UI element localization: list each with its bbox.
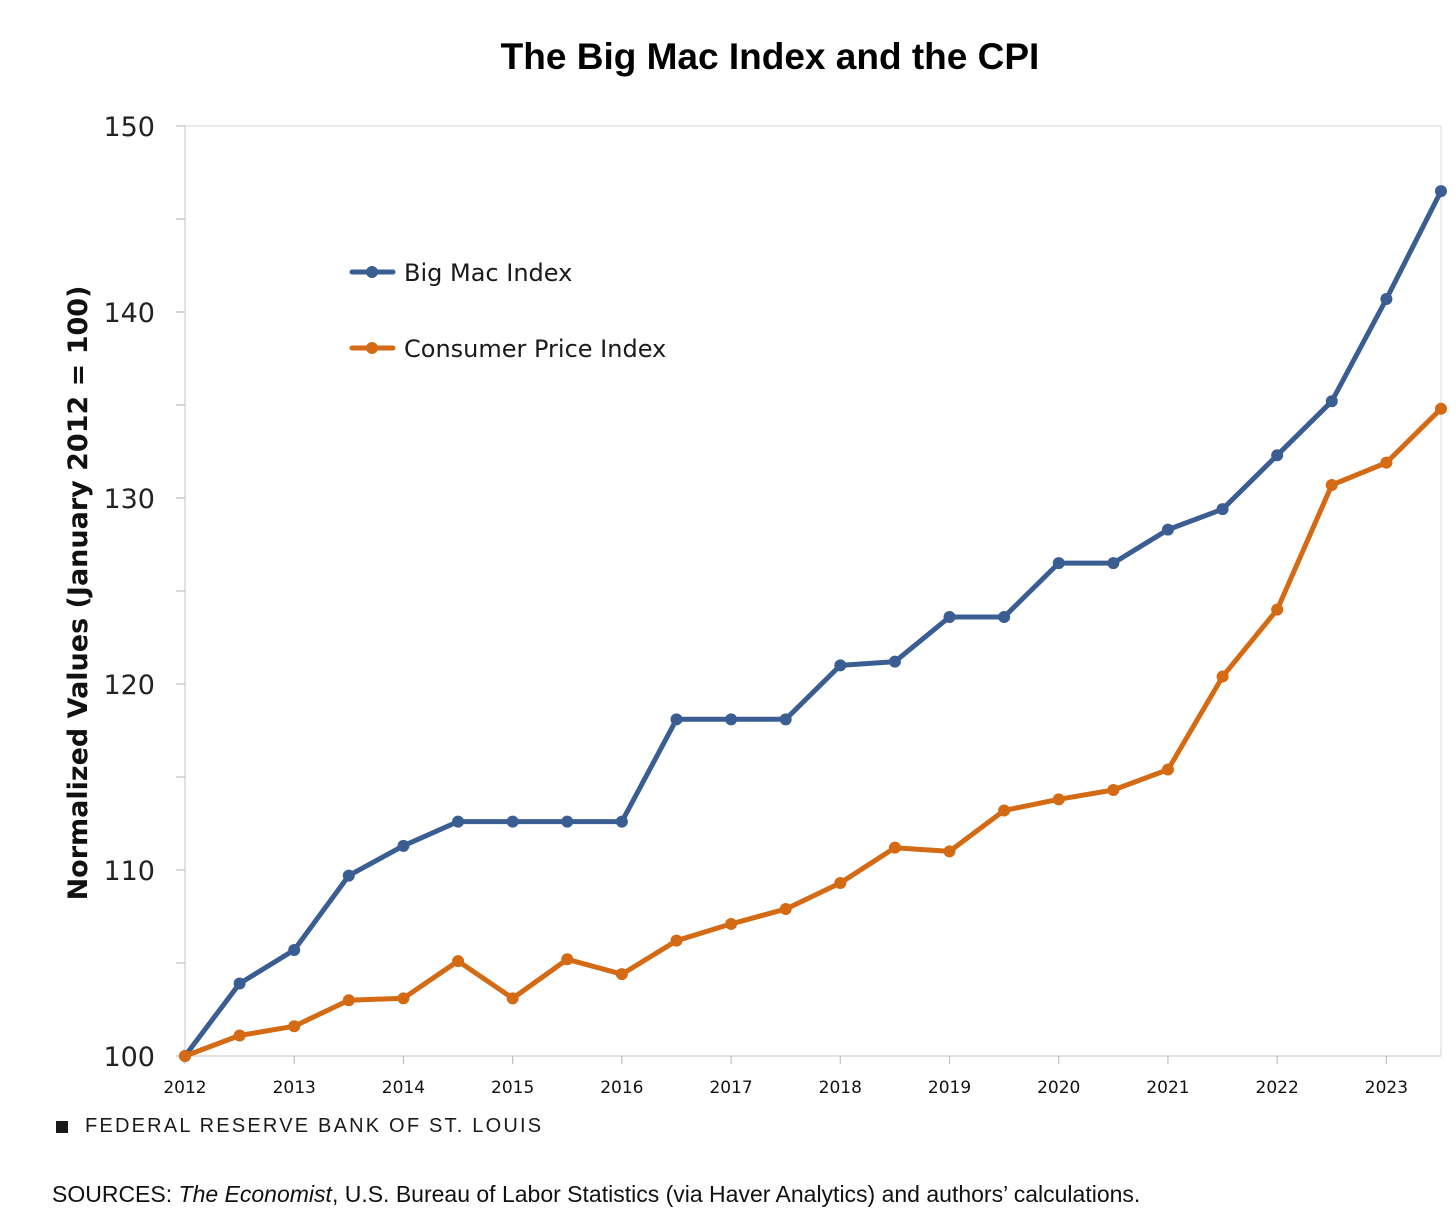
legend-consumer-price-index-label: Consumer Price Index (404, 335, 666, 363)
big-mac-index-point (233, 977, 246, 990)
consumer-price-index-point (1216, 670, 1229, 683)
consumer-price-index-point (288, 1020, 301, 1033)
consumer-price-index-point (179, 1050, 191, 1062)
sources-publication: The Economist (178, 1181, 332, 1207)
big-mac-index-point (725, 713, 738, 726)
big-mac-index-point (1052, 557, 1065, 570)
bullet-square-icon (56, 1120, 68, 1133)
x-axis: 2012 2013 2014 2015 2016 2017 2018 2019 2020 2021… (163, 1056, 1408, 1098)
big-mac-index-point (1271, 449, 1284, 462)
x-tick-label: 2014 (382, 1078, 425, 1098)
consumer-price-index-point (506, 992, 519, 1005)
y-tick-label: 140 (103, 298, 155, 329)
sources-prefix: SOURCES: (52, 1181, 179, 1207)
consumer-price-index-point (943, 845, 956, 858)
y-tick-label: 150 (103, 112, 155, 143)
plot-frame (184, 125, 1442, 1057)
x-tick-label: 2012 (163, 1078, 206, 1098)
consumer-price-index-point (1325, 478, 1338, 491)
consumer-price-index-point (834, 877, 847, 890)
big-mac-index-point (779, 713, 792, 726)
big-mac-index-point (888, 655, 901, 668)
y-tick-label: 110 (103, 856, 155, 887)
chart-title: The Big Mac Index and the CPI (500, 36, 1040, 77)
y-axis: 100 110 120 130 140 150 (103, 112, 185, 1073)
y-tick-label: 100 (103, 1042, 155, 1073)
consumer-price-index-point (888, 841, 901, 854)
x-tick-label: 2018 (819, 1078, 862, 1098)
big-mac-index-point (561, 815, 574, 828)
consumer-price-index-line (182, 406, 1444, 1059)
big-mac-index-point (288, 943, 301, 956)
consumer-price-index-point (670, 934, 683, 947)
consumer-price-index-point (233, 1029, 246, 1042)
big-mac-index-point (1325, 395, 1338, 408)
consumer-price-index-point (1271, 603, 1284, 616)
consumer-price-index-point (561, 953, 574, 966)
big-mac-index-point (1435, 185, 1447, 198)
footer-organization: FEDERAL RESERVE BANK OF ST. LOUIS (56, 1115, 543, 1138)
y-tick-label: 120 (103, 670, 155, 701)
consumer-price-index-point (1107, 784, 1120, 797)
big-mac-index-point (1161, 523, 1174, 536)
consumer-price-index-point (779, 903, 792, 916)
organization-name: FEDERAL RESERVE BANK OF ST. LOUIS (85, 1115, 544, 1137)
legend-big-mac-index-swatch-marker (366, 266, 378, 278)
big-mac-index-point (615, 815, 628, 828)
consumer-price-index-point (397, 992, 410, 1005)
big-mac-index-point (834, 659, 847, 672)
consumer-price-index-point (725, 917, 738, 930)
big-mac-index-point (506, 815, 519, 828)
consumer-price-index-point (615, 968, 628, 981)
consumer-price-index-point (998, 804, 1011, 817)
big-mac-index-point (452, 815, 465, 828)
big-mac-index-point (670, 713, 683, 726)
x-tick-label: 2017 (709, 1078, 752, 1098)
x-tick-label: 2015 (491, 1078, 534, 1098)
consumer-price-index-point (452, 955, 465, 968)
x-tick-label: 2023 (1365, 1078, 1408, 1098)
big-mac-index-point (342, 869, 355, 882)
legend-big-mac-index-label: Big Mac Index (404, 259, 572, 287)
x-tick-label: 2022 (1256, 1078, 1299, 1098)
sources-note: SOURCES: The Economist, U.S. Bureau of L… (52, 1181, 1140, 1208)
big-mac-index-point (1107, 557, 1120, 570)
x-tick-label: 2016 (600, 1078, 643, 1098)
consumer-price-index-point (1380, 456, 1393, 469)
consumer-price-index-point (1161, 763, 1174, 776)
consumer-price-index-point (342, 994, 355, 1007)
legend-consumer-price-index-swatch-marker (366, 342, 378, 354)
big-mac-index-point (397, 839, 410, 852)
consumer-price-index-point (1435, 402, 1447, 415)
sources-rest: , U.S. Bureau of Labor Statistics (via H… (331, 1181, 1141, 1207)
big-mac-index-point (943, 611, 956, 624)
big-mac-index-point (998, 611, 1011, 624)
legend: Big Mac Index Consumer Price Index (349, 259, 666, 363)
big-mac-index-point (1216, 503, 1229, 516)
x-tick-label: 2019 (928, 1078, 971, 1098)
big-mac-index-point (1380, 292, 1393, 305)
consumer-price-index-point (1052, 793, 1065, 806)
x-tick-label: 2021 (1146, 1078, 1189, 1098)
y-axis-label: Normalized Values (January 2012 = 100) (63, 286, 94, 901)
big-mac-index-line (182, 188, 1444, 1059)
y-tick-label: 130 (103, 484, 155, 515)
series-layer (179, 185, 1447, 1062)
x-tick-label: 2020 (1037, 1078, 1080, 1098)
x-tick-label: 2013 (273, 1078, 316, 1098)
